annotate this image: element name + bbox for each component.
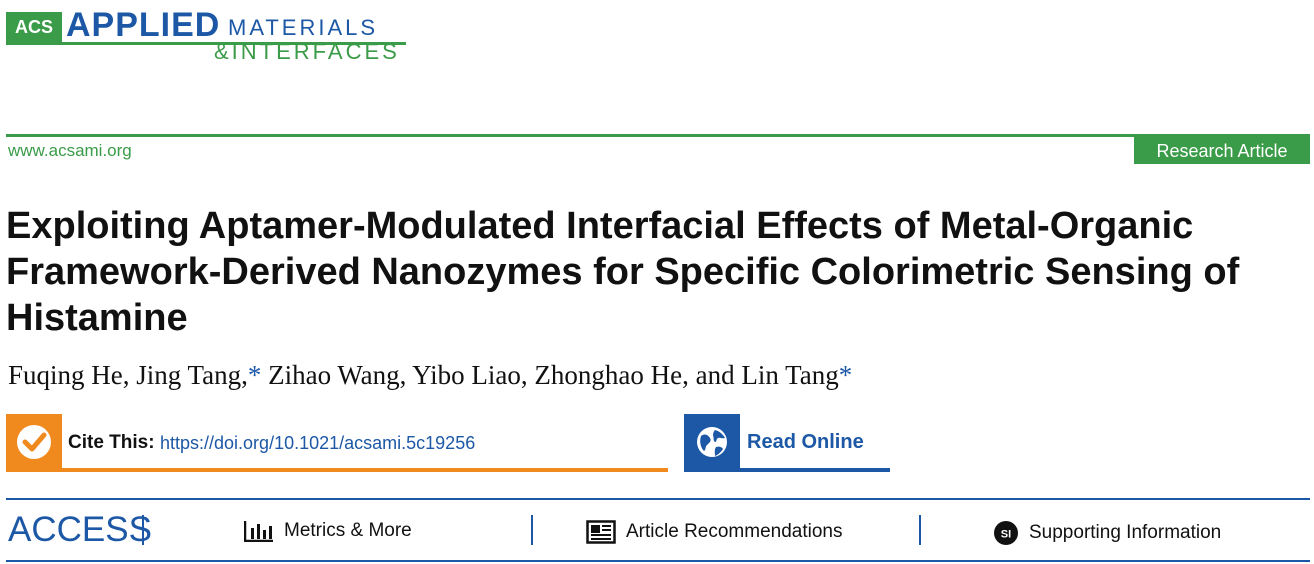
author-separator: , <box>520 360 535 390</box>
author-name: Lin Tang <box>741 360 839 390</box>
author-name: Jing Tang, <box>136 360 248 390</box>
si-badge-text: SI <box>1001 529 1011 541</box>
cite-underline <box>6 468 668 472</box>
author-name: Zhonghao He <box>534 360 683 390</box>
checkmark-circle-icon <box>17 425 51 459</box>
access-heading: ACCESS <box>8 510 152 549</box>
access-bar-bottom-rule <box>6 560 1310 562</box>
article-title: Exploiting Aptamer-Modulated Interfacial… <box>6 205 1240 339</box>
supporting-information-link[interactable]: SI Supporting Information <box>993 520 1221 546</box>
journal-logo[interactable]: ACS APPLIED MATERIALS &INTERFACES <box>6 6 406 64</box>
logo-materials-text: MATERIALS <box>228 15 379 40</box>
corresponding-author-asterisk[interactable]: * <box>247 360 262 390</box>
author-name: Zihao Wang <box>268 360 400 390</box>
article-recommendations-label: Article Recommendations <box>626 521 843 542</box>
corresponding-author-asterisk[interactable]: * <box>838 360 853 390</box>
logo-applied-text: APPLIED <box>66 6 221 44</box>
read-online-icon-box <box>684 414 740 472</box>
author-separator: , and <box>682 360 742 390</box>
newspaper-icon <box>586 520 616 544</box>
metrics-more-link[interactable]: Metrics & More <box>244 520 412 542</box>
recommendations-separator <box>919 515 921 545</box>
author-list: Fuqing He, Jing Tang,* Zihao Wang, Yibo … <box>8 360 852 391</box>
author-separator: , <box>399 360 413 390</box>
doi-link[interactable]: https://doi.org/10.1021/acsami.5c19256 <box>160 433 476 453</box>
globe-icon <box>697 427 727 457</box>
journal-url-link[interactable]: www.acsami.org <box>8 141 132 160</box>
supporting-information-label: Supporting Information <box>1029 522 1222 543</box>
access-bar-top-rule <box>6 498 1310 500</box>
article-recommendations-link[interactable]: Article Recommendations <box>586 520 842 544</box>
header-divider <box>6 134 1310 137</box>
author-separator: , <box>122 360 137 390</box>
metrics-separator <box>531 515 533 545</box>
read-online-underline <box>684 468 890 472</box>
acs-logo-box <box>6 12 62 42</box>
logo-interfaces-text: &INTERFACES <box>214 39 400 64</box>
article-type-badge: Research Article <box>1134 137 1310 164</box>
access-separator <box>142 515 144 545</box>
author-name: Yibo Liao <box>412 360 521 390</box>
metrics-more-label: Metrics & More <box>284 520 412 541</box>
acs-logo-text: ACS <box>14 17 53 37</box>
read-online-label: Read Online <box>747 431 864 453</box>
read-online-button[interactable]: Read Online <box>684 414 890 472</box>
author-name: Fuqing He <box>8 360 123 390</box>
si-badge-icon: SI <box>994 521 1018 545</box>
bar-chart-icon <box>244 521 273 542</box>
logo-divider <box>6 42 406 45</box>
cite-this-label: Cite This: <box>68 432 155 453</box>
cite-icon-box <box>6 414 62 472</box>
cite-this-panel: Cite This: https://doi.org/10.1021/acsam… <box>6 414 668 472</box>
